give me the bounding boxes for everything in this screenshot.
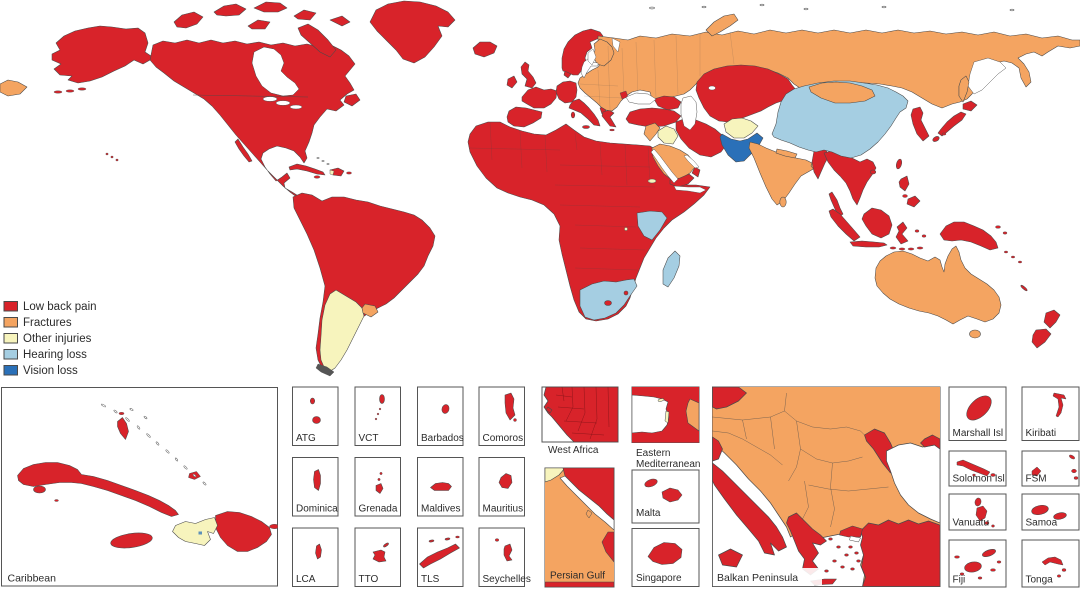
svg-text:Mediterranean: Mediterranean [636, 459, 700, 470]
svg-text:ATG: ATG [296, 433, 316, 444]
svg-text:TLS: TLS [421, 574, 440, 585]
svg-text:Malta: Malta [636, 508, 661, 519]
svg-text:LCA: LCA [296, 574, 316, 585]
svg-text:Fiji: Fiji [953, 575, 966, 586]
svg-text:Samoa: Samoa [1026, 518, 1058, 529]
svg-text:Hearing loss: Hearing loss [23, 349, 87, 361]
svg-text:Singapore: Singapore [636, 573, 682, 584]
svg-text:Tonga: Tonga [1026, 575, 1054, 586]
svg-text:FSM: FSM [1026, 474, 1047, 485]
svg-text:Vision loss: Vision loss [23, 365, 78, 377]
svg-text:Mauritius: Mauritius [483, 504, 524, 515]
svg-text:Marshall Isl: Marshall Isl [953, 428, 1004, 439]
svg-text:Balkan Peninsula: Balkan Peninsula [717, 572, 798, 584]
svg-text:VCT: VCT [359, 433, 379, 444]
svg-text:TTO: TTO [359, 574, 379, 585]
svg-text:Vanuatu: Vanuatu [953, 518, 990, 529]
svg-text:Fractures: Fractures [23, 317, 72, 329]
svg-text:Solomon Isl: Solomon Isl [953, 474, 1005, 485]
svg-text:Grenada: Grenada [359, 504, 398, 515]
svg-text:Maldives: Maldives [421, 504, 460, 515]
svg-text:Eastern: Eastern [636, 448, 670, 459]
svg-text:Dominica: Dominica [296, 504, 338, 515]
svg-text:Kiribati: Kiribati [1026, 428, 1057, 439]
svg-text:Seychelles: Seychelles [483, 574, 531, 585]
svg-text:Caribbean: Caribbean [8, 573, 57, 585]
svg-text:Barbados: Barbados [421, 433, 464, 444]
svg-text:West Africa: West Africa [548, 445, 599, 456]
svg-text:Low back pain: Low back pain [23, 301, 97, 313]
svg-text:Other injuries: Other injuries [23, 333, 92, 345]
svg-text:Persian Gulf: Persian Gulf [550, 571, 605, 582]
svg-text:Comoros: Comoros [483, 433, 524, 444]
